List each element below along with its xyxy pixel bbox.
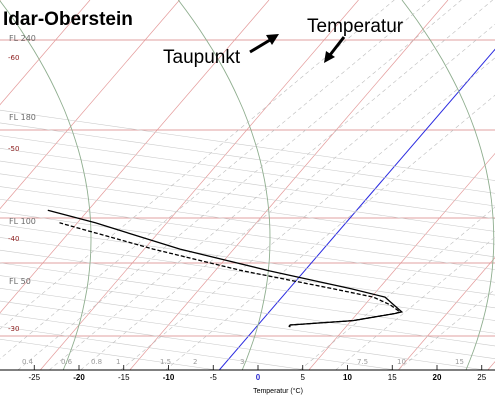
moist-adiabat xyxy=(401,0,495,370)
isotherm xyxy=(398,257,495,370)
mixing-ratio-label: 3 xyxy=(240,358,244,366)
mixing-ratio-label: 10 xyxy=(397,358,406,366)
mixing-ratio-line xyxy=(0,0,431,360)
x-tick-label: 10 xyxy=(343,373,352,382)
annotation-temperatur: Temperatur xyxy=(307,16,404,37)
annotation-arrow-taupunkt xyxy=(249,34,279,54)
isotherm xyxy=(0,0,91,106)
flight-level-label: FL 100 xyxy=(9,217,36,226)
dry-adiabat xyxy=(0,122,495,194)
dry-adiabat xyxy=(0,173,495,245)
grid-label-layer: FL 240 FL 180 FL 100 FL 50 -60 -50 -40 -30 0.4 0.… xyxy=(8,34,464,366)
isotherm xyxy=(0,0,180,210)
mixing-ratio-label: 0.8 xyxy=(91,358,102,366)
x-tick-label: -20 xyxy=(73,373,85,382)
mixing-ratio-line xyxy=(0,0,395,330)
isotherm xyxy=(0,0,270,314)
mixing-ratio-label: 1.5 xyxy=(160,358,171,366)
x-tick-label: 5 xyxy=(301,373,306,382)
dry-adiabat xyxy=(0,300,486,370)
isotherm-label: -40 xyxy=(8,235,19,243)
mixing-ratio-label: 0.4 xyxy=(22,358,34,366)
mixing-ratio-label: 1 xyxy=(116,358,120,366)
dewpoint-profile-line xyxy=(59,222,402,327)
x-axis-label: Temperatur (°C) xyxy=(253,387,303,395)
mixing-ratio-line xyxy=(120,57,495,370)
isotherm xyxy=(40,0,359,370)
dry-adiabat xyxy=(0,262,495,334)
flight-level-label: FL 240 xyxy=(9,34,36,43)
isotherm-label: -60 xyxy=(8,54,19,62)
x-tick-label: -10 xyxy=(163,373,175,382)
dry-adiabat xyxy=(0,249,495,321)
mixing-ratio-label: 0.6 xyxy=(61,358,73,366)
x-tick-label: -25 xyxy=(28,373,40,382)
flight-level-label: FL 50 xyxy=(9,277,31,286)
dry-adiabat xyxy=(0,160,495,232)
x-axis: -25 -20 -15 -10 -5 0 5 10 15 20 25 xyxy=(0,365,495,382)
zero-isotherm xyxy=(218,48,495,370)
moist-adiabat xyxy=(177,0,271,370)
moist-adiabat xyxy=(0,0,92,370)
x-tick-label: 0 xyxy=(256,373,261,382)
isotherm xyxy=(129,0,449,370)
mixing-ratio-line xyxy=(80,23,495,370)
mixing-ratio-label: 7.5 xyxy=(357,358,368,366)
x-tick-label: 15 xyxy=(388,373,397,382)
annotation-arrow-temperatur xyxy=(324,36,346,63)
grid-layer xyxy=(0,0,495,370)
mixing-ratio-line xyxy=(17,0,462,370)
chart-title: Idar-Oberstein xyxy=(3,9,133,30)
x-tick-label: 25 xyxy=(477,373,486,382)
x-tick-label: -15 xyxy=(118,373,130,382)
dry-adiabat xyxy=(0,148,495,220)
isotherm-label: -50 xyxy=(8,145,19,153)
mixing-ratio-label: 15 xyxy=(455,358,464,366)
profile-layer xyxy=(47,209,404,328)
isotherm-label: -30 xyxy=(8,325,19,333)
x-tick-label: 20 xyxy=(433,373,442,382)
x-tick-label: -5 xyxy=(210,373,218,382)
isotherm xyxy=(308,152,495,370)
dry-adiabat xyxy=(0,275,495,347)
dry-adiabat xyxy=(0,288,495,359)
mixing-ratio-label: 2 xyxy=(193,358,197,366)
mixing-ratio-line xyxy=(49,0,493,370)
annotation-taupunkt: Taupunkt xyxy=(163,47,241,68)
dry-adiabat xyxy=(0,135,495,207)
flight-level-label: FL 180 xyxy=(9,113,36,122)
mixing-ratio-line xyxy=(165,94,495,370)
